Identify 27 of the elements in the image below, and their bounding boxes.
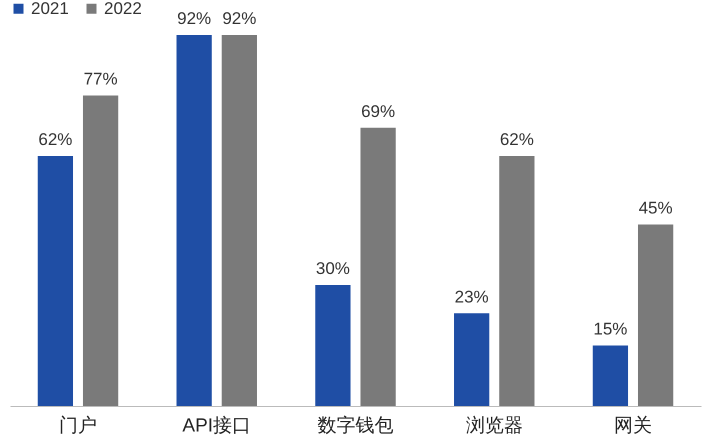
bar <box>638 224 674 406</box>
legend-label: 2022 <box>104 0 142 18</box>
data-label: 15% <box>593 320 628 339</box>
data-label: 23% <box>454 287 489 306</box>
x-tick-label: API接口 <box>182 416 252 436</box>
data-label: 92% <box>222 9 256 28</box>
data-label: 69% <box>361 102 396 121</box>
bar <box>315 285 351 406</box>
bar <box>38 156 74 406</box>
data-label: 62% <box>38 130 72 149</box>
legend-label: 2021 <box>31 0 69 18</box>
bar <box>454 313 490 406</box>
data-label: 92% <box>177 9 212 28</box>
x-tick-label: 数字钱包 <box>318 414 394 436</box>
x-tick-label: 网关 <box>614 416 652 436</box>
bar <box>499 156 534 406</box>
bar <box>82 95 118 406</box>
data-label: 62% <box>500 130 534 149</box>
data-label: 30% <box>316 259 350 278</box>
x-tick-label: 浏览器 <box>466 416 523 436</box>
bar <box>176 35 212 406</box>
bar <box>222 35 257 406</box>
bar <box>360 128 396 406</box>
data-label: 77% <box>84 69 118 88</box>
data-label: 45% <box>638 198 673 218</box>
bar <box>592 346 628 406</box>
x-tick-label: 门户 <box>58 414 97 436</box>
